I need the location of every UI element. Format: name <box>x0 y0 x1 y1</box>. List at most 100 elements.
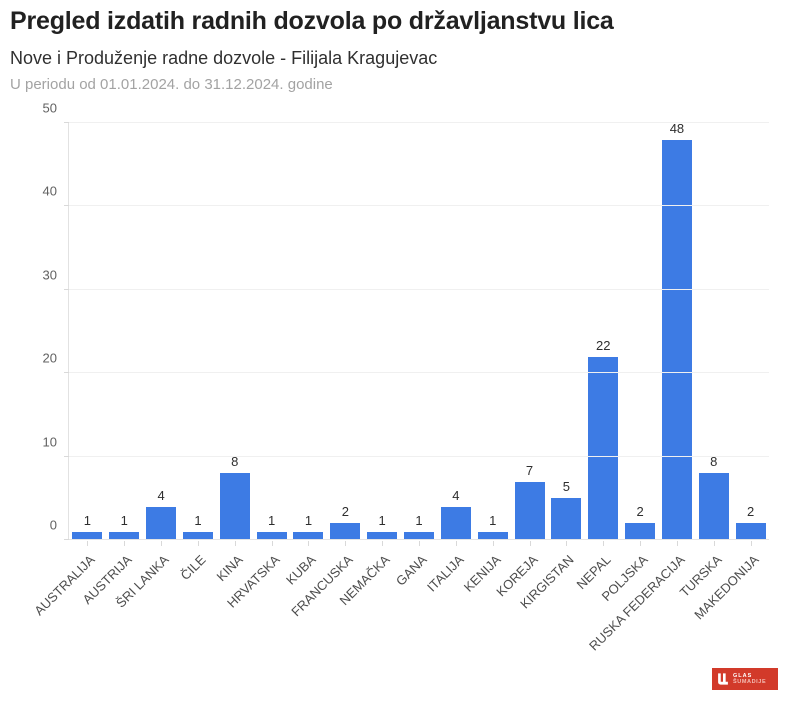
x-tick-mark <box>640 541 642 546</box>
bar-turska: 8 <box>698 454 729 540</box>
gridline-y-0 <box>69 539 769 540</box>
x-tick-mark <box>676 541 678 546</box>
bar-value-label: 1 <box>489 512 497 528</box>
bar-value-label: 2 <box>746 504 755 520</box>
bar-makedonija: 2 <box>735 504 766 540</box>
bar-nemačka: 1 <box>367 513 398 540</box>
bar-value-label: 1 <box>194 512 202 528</box>
bar-francuska: 2 <box>330 504 361 540</box>
x-tick-mark <box>197 541 199 546</box>
x-tick-mark <box>566 541 568 546</box>
glas-sumadije-logo: GLAS ŠUMADIJE <box>712 668 778 690</box>
x-tick-mark <box>603 541 605 546</box>
bar-čile: 1 <box>182 513 213 540</box>
bar-šri-lanka: 4 <box>146 488 177 540</box>
gridline-y-20 <box>69 372 769 374</box>
bar-koreja: 7 <box>514 463 545 540</box>
logo-text: GLAS ŠUMADIJE <box>733 673 766 686</box>
x-tick-label: KINA <box>213 552 246 585</box>
y-tick-mark <box>64 122 69 123</box>
bar-column: 2 FRANCUSKA <box>289 123 364 619</box>
x-tick-mark <box>345 541 347 546</box>
bar-value-label: 1 <box>304 512 313 528</box>
bar-column: 5 KIRGISTAN <box>518 123 585 611</box>
bar-chart-plot-area: 1 AUSTRALIJA 1 AUSTRIJA 4 ŠRI LANKA 1 ČILE 8 KINA… <box>32 101 769 654</box>
x-tick-mark <box>750 541 752 546</box>
bar-value-label: 1 <box>415 512 423 528</box>
x-tick-mark <box>124 541 126 546</box>
bar-ruska-federacija: 48 <box>661 121 692 540</box>
x-tick-mark <box>492 541 494 546</box>
bar-kuba: 1 <box>293 513 324 540</box>
y-tick-mark <box>64 372 69 374</box>
bar-column: 22 NEPAL <box>574 123 622 592</box>
chart-period-annotation: U periodu od 01.01.2024. do 31.12.2024. … <box>10 75 333 93</box>
x-tick-mark <box>382 541 384 546</box>
bar-column: 1 GANA <box>393 123 438 589</box>
chart-header: Pregled izdatih radnih dozvola po državl… <box>10 6 780 94</box>
bar-value-label: 48 <box>669 120 685 136</box>
x-tick-mark <box>713 541 715 546</box>
bar-series: 1 AUSTRALIJA 1 AUSTRIJA 4 ŠRI LANKA 1 ČILE 8 KINA… <box>32 121 769 654</box>
bar-column: 4 ITALIJA <box>424 123 474 595</box>
x-tick-label: MAKEDONIJA <box>690 552 762 623</box>
x-tick-mark <box>234 541 236 546</box>
bar-austrija: 1 <box>109 513 140 540</box>
gridline-y-30 <box>69 288 769 290</box>
y-tick-label: 20 <box>42 350 57 366</box>
bar-column: 2 POLJSKA <box>599 123 659 604</box>
bar-hrvatska: 1 <box>256 513 287 540</box>
gridline-y-10 <box>69 455 769 457</box>
bar-column: 2 MAKEDONIJA <box>691 123 769 622</box>
y-tick-mark <box>64 288 69 290</box>
bar-column: 8 KINA <box>213 123 253 584</box>
x-tick-mark <box>271 541 273 546</box>
gridline-y-40 <box>69 205 769 207</box>
y-tick-mark <box>64 455 69 457</box>
bar-kirgistan: 5 <box>551 479 582 540</box>
logo-line1: GLAS <box>733 672 753 679</box>
y-tick-mark <box>64 539 69 540</box>
chart-subtitle: Nove i Produženje radne dozvole - Filija… <box>10 48 438 69</box>
bar-column: 48 RUSKA FEDERACIJA <box>586 121 696 654</box>
bar-australija: 1 <box>72 513 103 540</box>
bar-value-label: 7 <box>525 462 534 478</box>
bar-column: 4 ŠRI LANKA <box>113 123 180 611</box>
bar-gana: 1 <box>404 513 435 540</box>
bar-value-label: 4 <box>452 487 460 503</box>
x-tick-mark <box>455 541 457 546</box>
bar-kina: 8 <box>219 454 250 540</box>
logo-line2: ŠUMADIJE <box>733 679 767 685</box>
bar-value-label: 1 <box>378 512 386 528</box>
x-tick-mark <box>308 541 310 546</box>
page-title: Pregled izdatih radnih dozvola po državl… <box>10 7 614 35</box>
bar-column: 8 TURSKA <box>676 123 732 600</box>
bar-value-label: 4 <box>157 487 165 503</box>
bar-column: 1 HRVATSKA <box>224 123 290 611</box>
x-tick-label: AUSTRALIJA <box>31 552 99 619</box>
x-tick-mark <box>529 541 531 546</box>
bar-value-label: 2 <box>341 504 349 520</box>
bar-value-label: 1 <box>268 512 276 528</box>
x-tick-label: ITALIJA <box>423 552 467 595</box>
bar-column: 7 KOREJA <box>493 123 548 599</box>
x-tick-mark <box>87 541 89 546</box>
x-tick-label: ČILE <box>177 552 209 584</box>
bar-nepal: 22 <box>588 338 619 540</box>
y-tick-label: 50 <box>42 100 57 116</box>
bar-value-label: 1 <box>83 512 92 528</box>
bar-column: 1 NEMAČKA <box>337 123 401 608</box>
bar-value-label: 8 <box>231 454 239 470</box>
gridline-y-50 <box>69 122 769 123</box>
bar-italija: 4 <box>440 488 471 540</box>
y-tick-label: 40 <box>42 183 57 199</box>
bar-value-label: 5 <box>562 479 571 495</box>
bar-value-label: 22 <box>596 337 611 353</box>
y-tick-label: 30 <box>42 267 57 283</box>
bar-value-label: 8 <box>710 454 718 470</box>
bar-column: 1 AUSTRIJA <box>80 123 143 607</box>
y-tick-label: 0 <box>49 517 57 533</box>
bar-column: 1 KENIJA <box>461 123 511 595</box>
y-tick-mark <box>64 205 69 207</box>
